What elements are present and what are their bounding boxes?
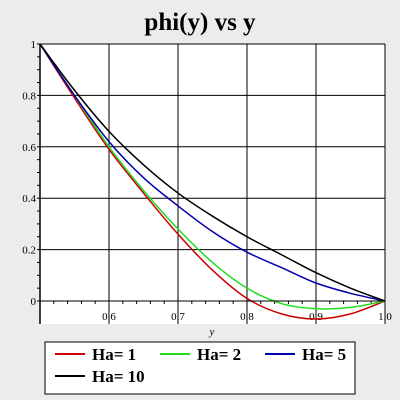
chart-title: phi(y) vs y [144,9,256,36]
legend-label-2: Ha= 5 [302,345,346,364]
y-tick-label: 0.4 [22,193,36,205]
series-line-3 [39,43,386,302]
legend: Ha= 1 Ha= 2 Ha= 5 Ha= 10 [44,341,356,395]
legend-box [44,341,356,395]
y-tick-label: 0.6 [22,142,36,154]
x-tick-label: 0.9 [309,311,323,323]
y-tick-label: 0 [31,296,37,308]
y-tick-label: 0.2 [22,245,36,257]
legend-label-0: Ha= 1 [92,345,136,364]
x-tick-label: 0.6 [102,311,116,323]
series-line-2 [39,43,386,302]
series-line-0 [39,43,386,320]
axis-ticks: 0.6 0.7 0.8 0.9 1.0 0 0.2 0.4 0.6 0.8 1 [22,39,392,323]
y-tick-label: 1 [31,39,37,51]
series-lines [39,43,386,320]
x-tick-label: 0.7 [171,311,185,323]
x-tick-label: 0.8 [240,311,254,323]
series-line-1 [39,43,386,310]
legend-label-1: Ha= 2 [197,345,241,364]
x-tick-label: 1.0 [378,311,392,323]
x-axis-label: y [209,326,215,338]
legend-label-3: Ha= 10 [92,367,145,386]
plot-area [40,44,385,324]
y-tick-label: 0.8 [22,90,36,102]
